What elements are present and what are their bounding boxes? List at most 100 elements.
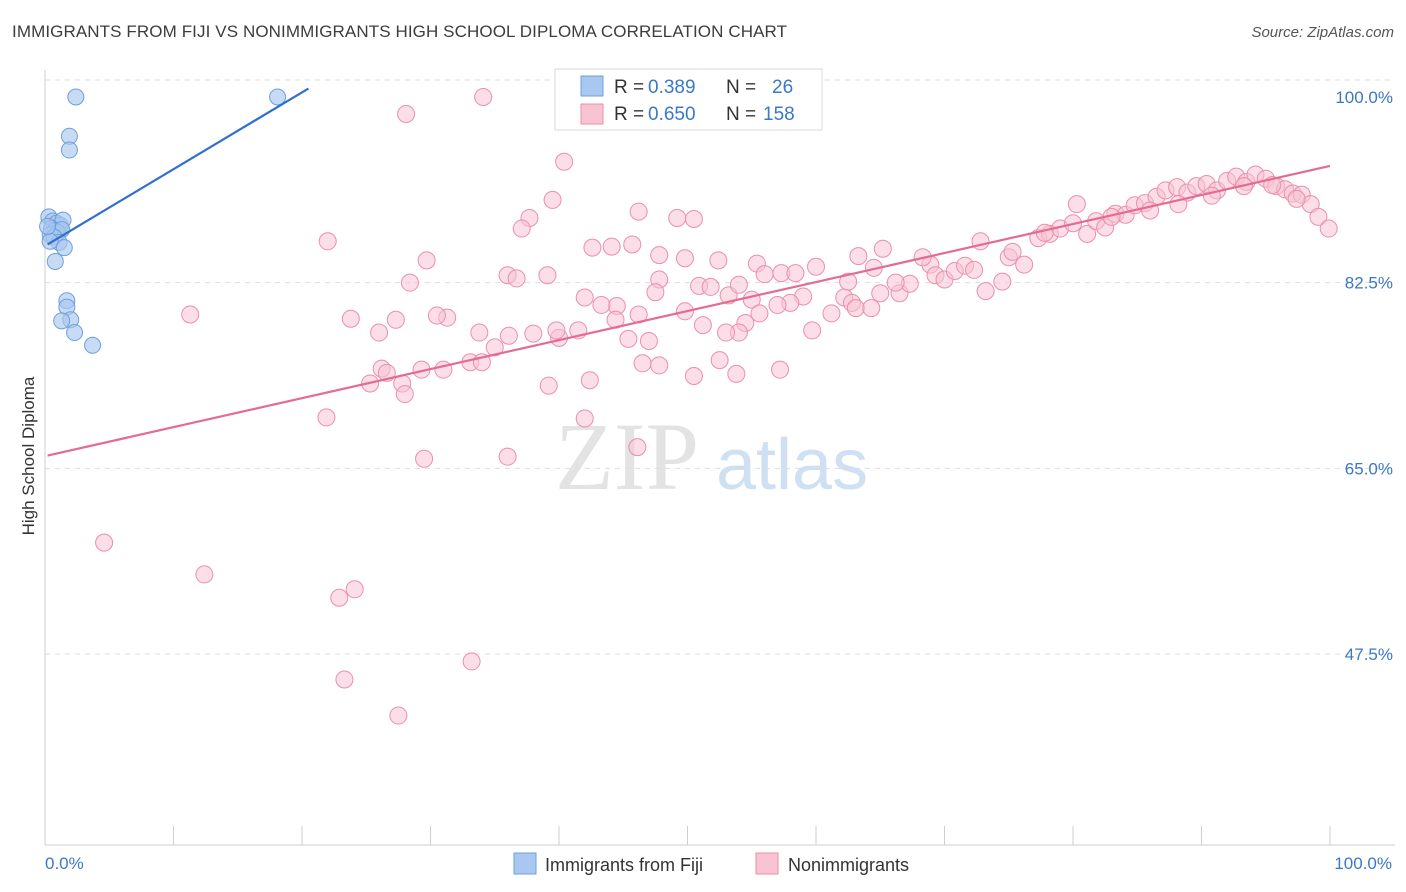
nonimmigrants-point xyxy=(538,266,557,285)
series-legend-label-non: Nonimmigrants xyxy=(788,855,909,875)
fiji-point xyxy=(60,141,78,159)
legend-r-value-non: 0.650 xyxy=(648,104,696,125)
fiji-point xyxy=(84,336,102,354)
y-axis-label: High School Diploma xyxy=(19,376,38,535)
nonimmigrants-point xyxy=(370,323,389,342)
nonimmigrants-point xyxy=(623,235,642,254)
legend-n-label-non: N = xyxy=(726,104,756,125)
nonimmigrants-point xyxy=(580,371,599,390)
nonimmigrants-point xyxy=(395,385,414,404)
fiji-trend-line xyxy=(47,87,309,246)
fiji-point xyxy=(67,88,85,106)
legend-n-value-non: 158 xyxy=(763,104,795,125)
nonimmigrants-point xyxy=(771,360,790,379)
fiji-point xyxy=(66,324,84,342)
nonimmigrants-point xyxy=(498,447,517,466)
nonimmigrants-point xyxy=(474,88,493,106)
nonimmigrants-point xyxy=(965,260,984,279)
nonimmigrants-point xyxy=(629,202,648,221)
nonimmigrants-point xyxy=(871,284,890,303)
nonimmigrants-point xyxy=(583,238,602,257)
nonimmigrants-point xyxy=(330,588,349,607)
nonimmigrants-point xyxy=(862,299,881,318)
nonimmigrants-point xyxy=(335,670,354,689)
nonimmigrants-point xyxy=(602,237,621,256)
nonimmigrants-point xyxy=(389,706,408,725)
y-tick-label: 47.5% xyxy=(1345,645,1393,664)
nonimmigrants-point xyxy=(341,309,360,328)
nonimmigrants-point xyxy=(768,295,787,314)
nonimmigrants-point xyxy=(675,249,694,268)
nonimmigrants-point xyxy=(317,408,336,427)
nonimmigrants-points xyxy=(95,88,1338,725)
legend-r-value-fiji: 0.389 xyxy=(648,77,696,98)
nonimmigrants-point xyxy=(427,306,446,325)
nonimmigrants-point xyxy=(1202,186,1221,205)
nonimmigrants-point xyxy=(650,356,669,375)
legend-n-label-fiji: N = xyxy=(726,77,756,98)
nonimmigrants-point xyxy=(195,565,214,584)
nonimmigrants-point xyxy=(547,321,566,340)
x-tick-label-min: 0.0% xyxy=(45,854,84,873)
nonimmigrants-point xyxy=(846,299,865,318)
nonimmigrants-point xyxy=(592,295,611,314)
nonimmigrants-point xyxy=(1319,219,1338,238)
y-tick-label: 82.5% xyxy=(1345,274,1393,293)
nonimmigrants-point xyxy=(886,273,905,292)
watermark-atlas: atlas xyxy=(716,425,868,505)
nonimmigrants-point xyxy=(650,246,669,265)
fiji-points xyxy=(39,88,287,354)
stats-legend: R = 0.389 N = 26 R = 0.650 N = 158 xyxy=(554,68,823,131)
nonimmigrants-point xyxy=(95,533,114,552)
nonimmigrants-point xyxy=(1078,224,1097,243)
nonimmigrants-point xyxy=(839,272,858,291)
nonimmigrants-point xyxy=(1015,255,1034,274)
nonimmigrants-point xyxy=(976,282,995,301)
legend-r-label-fiji: R = xyxy=(614,77,644,98)
nonimmigrants-point xyxy=(709,251,728,270)
legend-r-label-non: R = xyxy=(614,104,644,125)
nonimmigrants-point xyxy=(646,283,665,302)
fiji-point xyxy=(39,217,57,235)
nonimmigrants-point xyxy=(575,288,594,307)
nonimmigrants-point xyxy=(807,257,825,276)
y-tick-label: 65.0% xyxy=(1345,459,1393,478)
legend-n-value-fiji: 26 xyxy=(772,77,793,98)
nonimmigrants-point xyxy=(397,104,416,123)
series-legend-swatch-non xyxy=(755,852,779,875)
nonimmigrants-point xyxy=(470,323,489,342)
nonimmigrants-point xyxy=(507,269,526,288)
fiji-point xyxy=(46,252,64,270)
nonimmigrants-point xyxy=(512,219,531,238)
nonimmigrants-point xyxy=(701,277,720,296)
nonimmigrants-trend-line xyxy=(47,164,1331,457)
fiji-point xyxy=(269,88,287,106)
nonimmigrants-point xyxy=(849,247,868,266)
fiji-point xyxy=(41,232,59,250)
nonimmigrants-point xyxy=(386,310,405,329)
nonimmigrants-point xyxy=(345,580,364,599)
nonimmigrants-point xyxy=(575,409,594,428)
x-tick-label-max: 100.0% xyxy=(1334,854,1392,873)
nonimmigrants-point xyxy=(524,324,543,343)
nonimmigrants-point xyxy=(318,232,337,251)
nonimmigrants-point xyxy=(710,351,729,370)
nonimmigrants-point xyxy=(539,376,558,395)
nonimmigrants-point xyxy=(628,438,647,457)
nonimmigrants-point xyxy=(400,273,419,292)
nonimmigrants-point xyxy=(873,239,892,258)
nonimmigrants-point xyxy=(1309,207,1328,226)
nonimmigrants-point xyxy=(693,316,712,335)
nonimmigrants-point xyxy=(717,323,736,342)
nonimmigrants-point xyxy=(750,304,769,323)
fiji-point xyxy=(55,239,73,257)
nonimmigrants-point xyxy=(668,208,687,227)
trend-lines xyxy=(47,87,1331,457)
nonimmigrants-point xyxy=(684,210,703,229)
nonimmigrants-point xyxy=(1067,195,1086,214)
nonimmigrants-point xyxy=(181,305,200,324)
legend-swatch-nonimmigrants xyxy=(580,103,604,125)
nonimmigrants-point xyxy=(543,190,562,209)
nonimmigrants-point xyxy=(1287,189,1306,208)
